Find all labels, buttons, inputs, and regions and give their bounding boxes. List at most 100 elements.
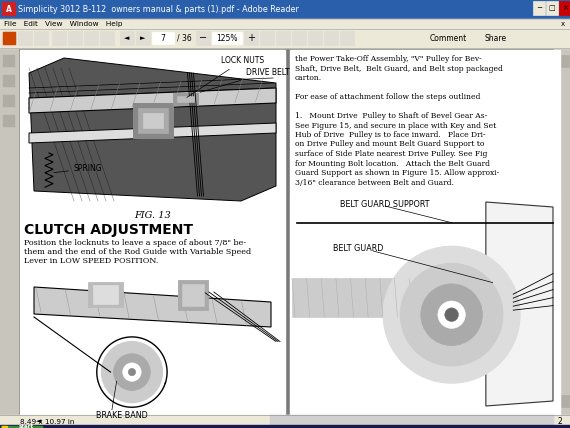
Bar — [533, 1, 545, 15]
Text: SPRING: SPRING — [54, 164, 103, 173]
Text: BELT GUARD: BELT GUARD — [333, 244, 384, 253]
Bar — [23, 271, 282, 412]
Bar — [52, 31, 66, 45]
Bar — [422, 32, 474, 44]
Bar — [24, 272, 281, 411]
Circle shape — [438, 301, 465, 328]
Text: Simplicity 3012 B-112  owners manual & parts (1).pdf - Adobe Reader: Simplicity 3012 B-112 owners manual & pa… — [18, 5, 299, 14]
Circle shape — [400, 263, 503, 366]
Text: carton.: carton. — [295, 74, 322, 82]
Text: the Power Take-Off Assembly, "V" Pulley for Bev-: the Power Take-Off Assembly, "V" Pulley … — [295, 55, 482, 63]
Bar — [340, 31, 354, 45]
Bar — [152, 32, 174, 44]
Bar — [0, 18, 570, 29]
Bar — [559, 1, 570, 15]
Bar — [23, 52, 282, 207]
Bar — [84, 31, 98, 45]
Text: Guard Support as shown in Figure 15. Allow approxi-: Guard Support as shown in Figure 15. All… — [295, 169, 499, 177]
Text: LOCK NUTS: LOCK NUTS — [187, 56, 264, 98]
Bar — [0, 48, 570, 415]
Bar — [3, 115, 15, 127]
Text: surface of Side Plate nearest Drive Pulley. See Fig: surface of Side Plate nearest Drive Pull… — [295, 150, 487, 158]
Circle shape — [101, 342, 162, 403]
Bar — [260, 31, 274, 45]
Bar — [270, 415, 554, 428]
Text: on Drive Pulley and mount Belt Guard Support to: on Drive Pulley and mount Belt Guard Sup… — [295, 140, 484, 149]
Text: for Mounting Bolt location.   Attach the Belt Guard: for Mounting Bolt location. Attach the B… — [295, 160, 490, 167]
Text: ✕: ✕ — [562, 6, 568, 12]
Text: CLUTCH ADJUSTMENT: CLUTCH ADJUSTMENT — [24, 223, 193, 237]
Text: 3/16" clearance between Belt and Guard.: 3/16" clearance between Belt and Guard. — [295, 178, 454, 187]
Circle shape — [113, 354, 150, 390]
Circle shape — [123, 363, 141, 381]
Text: ►: ► — [140, 35, 146, 41]
Text: □: □ — [549, 6, 555, 12]
Bar — [308, 31, 322, 45]
Bar — [0, 0, 570, 18]
Polygon shape — [29, 123, 276, 143]
Bar — [477, 32, 515, 44]
Text: BRAKE BAND: BRAKE BAND — [96, 410, 148, 420]
Text: Share: Share — [485, 34, 507, 43]
Bar — [546, 1, 558, 15]
Text: 1.   Mount Drive  Pulley to Shaft of Bevel Gear As-: 1. Mount Drive Pulley to Shaft of Bevel … — [295, 112, 487, 120]
Bar — [3, 32, 15, 44]
Bar — [120, 31, 134, 45]
Text: For ease of attachment follow the steps outlined: For ease of attachment follow the steps … — [295, 93, 481, 101]
Text: +: + — [247, 33, 255, 43]
Bar — [136, 31, 150, 45]
Bar — [142, 113, 162, 128]
Bar — [0, 425, 570, 428]
Text: / 36: / 36 — [177, 33, 192, 42]
Bar — [178, 280, 208, 310]
Bar — [2, 31, 16, 45]
Circle shape — [308, 263, 316, 271]
Text: ◄: ◄ — [124, 35, 130, 41]
Bar — [292, 31, 306, 45]
Bar — [0, 415, 570, 428]
Text: See Figure 15, and secure in place with Key and Set: See Figure 15, and secure in place with … — [295, 122, 496, 130]
Polygon shape — [29, 88, 276, 113]
Bar — [177, 96, 193, 102]
Bar — [3, 55, 15, 67]
Text: x: x — [561, 21, 565, 27]
Text: 8.49 x 10.97 in: 8.49 x 10.97 in — [20, 419, 74, 425]
Bar — [244, 31, 258, 45]
Bar — [34, 31, 48, 45]
Circle shape — [445, 308, 458, 321]
Text: BELT GUARD SUPPORT: BELT GUARD SUPPORT — [340, 200, 430, 209]
Text: A: A — [6, 5, 11, 14]
Bar — [290, 50, 560, 415]
Text: them and the end of the Rod Guide with Variable Speed: them and the end of the Rod Guide with V… — [24, 248, 251, 256]
Bar — [212, 32, 242, 44]
Circle shape — [421, 284, 482, 345]
Bar — [132, 103, 173, 138]
Text: Lever in LOW SPEED POSITION.: Lever in LOW SPEED POSITION. — [24, 257, 158, 265]
Bar — [554, 48, 570, 415]
Bar — [2, 425, 7, 427]
Text: Position the locknuts to leave a space of about 7/8" be-: Position the locknuts to leave a space o… — [24, 239, 246, 247]
Text: start: start — [18, 424, 34, 428]
Text: 2: 2 — [557, 417, 563, 426]
Bar — [88, 282, 123, 307]
Text: Comment: Comment — [429, 34, 467, 43]
Bar — [24, 53, 281, 206]
Bar — [324, 31, 338, 45]
Bar — [3, 95, 15, 107]
Text: ─: ─ — [537, 6, 541, 12]
Text: File   Edit   View   Window   Help: File Edit View Window Help — [4, 21, 123, 27]
Text: DRIVE BELT: DRIVE BELT — [200, 68, 290, 92]
Circle shape — [383, 246, 520, 383]
Bar — [292, 197, 558, 411]
Text: FIG. 13: FIG. 13 — [134, 211, 171, 220]
Bar — [196, 31, 210, 45]
Text: −: − — [199, 33, 207, 43]
Bar — [20, 50, 285, 415]
Bar — [173, 93, 197, 105]
Text: ◄: ◄ — [36, 419, 42, 425]
Bar — [0, 48, 18, 415]
Polygon shape — [29, 58, 276, 201]
Text: Shaft, Drive Belt,  Belt Guard, and Belt stop packaged: Shaft, Drive Belt, Belt Guard, and Belt … — [295, 65, 503, 72]
Bar — [137, 108, 168, 133]
Bar — [18, 31, 32, 45]
